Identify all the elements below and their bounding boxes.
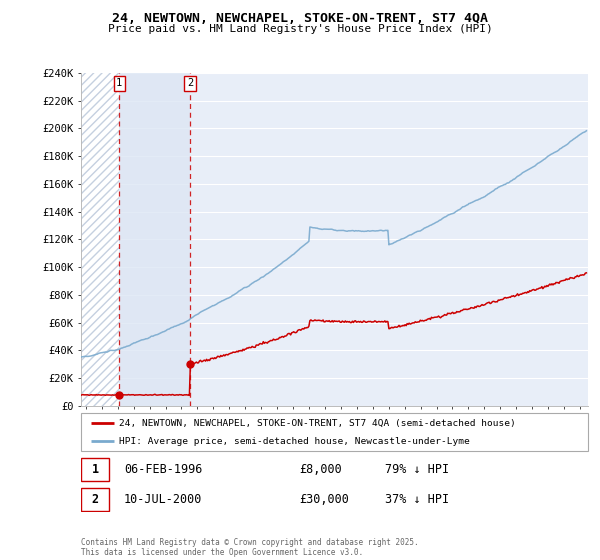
Text: 1: 1 (116, 78, 122, 88)
FancyBboxPatch shape (81, 413, 588, 451)
Text: 2: 2 (91, 493, 98, 506)
FancyBboxPatch shape (81, 458, 109, 480)
Text: 2: 2 (187, 78, 193, 88)
Text: Price paid vs. HM Land Registry's House Price Index (HPI): Price paid vs. HM Land Registry's House … (107, 24, 493, 34)
Text: 79% ↓ HPI: 79% ↓ HPI (385, 463, 449, 476)
Text: 1: 1 (91, 463, 98, 476)
Bar (81, 73, 119, 406)
Text: Contains HM Land Registry data © Crown copyright and database right 2025.
This d: Contains HM Land Registry data © Crown c… (81, 538, 419, 557)
FancyBboxPatch shape (81, 488, 109, 511)
Text: £30,000: £30,000 (299, 493, 349, 506)
Text: 10-JUL-2000: 10-JUL-2000 (124, 493, 202, 506)
Text: 06-FEB-1996: 06-FEB-1996 (124, 463, 202, 476)
Text: £8,000: £8,000 (299, 463, 342, 476)
Text: 37% ↓ HPI: 37% ↓ HPI (385, 493, 449, 506)
Text: 24, NEWTOWN, NEWCHAPEL, STOKE-ON-TRENT, ST7 4QA (semi-detached house): 24, NEWTOWN, NEWCHAPEL, STOKE-ON-TRENT, … (119, 419, 516, 428)
Bar (119, 73, 190, 406)
Text: 24, NEWTOWN, NEWCHAPEL, STOKE-ON-TRENT, ST7 4QA: 24, NEWTOWN, NEWCHAPEL, STOKE-ON-TRENT, … (112, 12, 488, 25)
Text: HPI: Average price, semi-detached house, Newcastle-under-Lyme: HPI: Average price, semi-detached house,… (119, 437, 470, 446)
